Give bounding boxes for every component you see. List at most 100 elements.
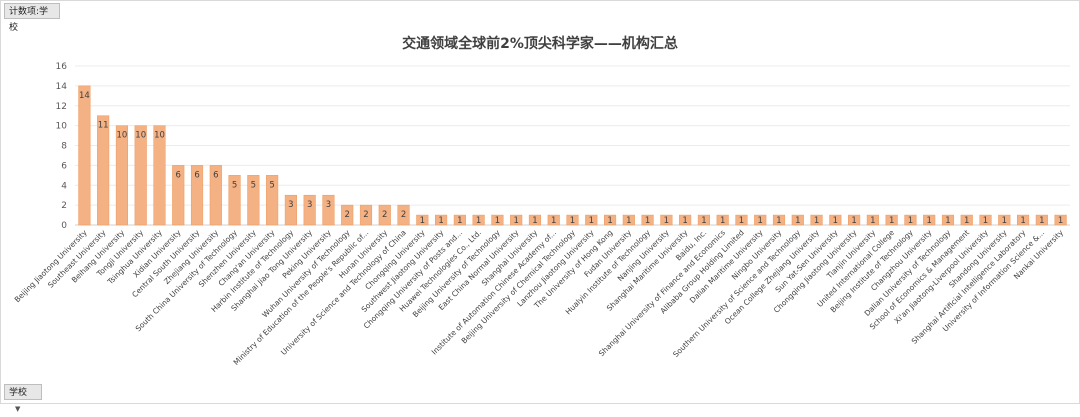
dropdown-arrow-icon[interactable]: ▼	[15, 405, 21, 413]
bar	[866, 214, 879, 226]
data-label: 2	[382, 210, 387, 220]
bar	[660, 214, 673, 226]
bar	[209, 165, 222, 226]
y-tick-label: 0	[61, 221, 67, 231]
data-label: 1	[532, 216, 537, 226]
bar	[904, 214, 917, 226]
y-tick-label: 8	[61, 142, 67, 152]
data-label: 1	[701, 216, 706, 226]
data-label: 1	[1058, 216, 1063, 226]
data-label: 1	[438, 216, 443, 226]
bar	[810, 214, 823, 226]
bar	[228, 175, 241, 226]
y-tick-label: 6	[61, 161, 67, 171]
bar	[941, 214, 955, 226]
data-label: 1	[1039, 216, 1044, 226]
data-label: 10	[135, 131, 146, 141]
data-label: 5	[269, 180, 274, 190]
bar	[885, 214, 898, 226]
data-label: 1	[851, 216, 856, 226]
bar	[960, 214, 973, 226]
bar	[284, 194, 297, 226]
data-label: 10	[154, 131, 165, 141]
category-label: Beijing Jiaotong University	[13, 228, 90, 305]
bar	[97, 115, 110, 226]
bar	[603, 214, 617, 226]
bar	[754, 214, 767, 226]
data-label: 1	[664, 216, 669, 226]
data-label: 1	[420, 216, 425, 226]
data-label: 5	[232, 180, 237, 190]
watermark-text: 交通邦	[954, 346, 1012, 369]
data-label: 1	[964, 216, 969, 226]
chart-title: 交通领域全球前2%顶尖科学家——机构汇总	[402, 36, 678, 52]
bar	[829, 214, 842, 226]
watermark: 交通邦	[930, 344, 1012, 369]
data-label: 6	[194, 170, 199, 180]
y-tick-label: 16	[56, 62, 68, 72]
bar	[453, 214, 466, 226]
pivot-value-field-button[interactable]: 计数项:学校	[4, 3, 60, 33]
data-label: 1	[870, 216, 875, 226]
data-label: 3	[288, 200, 293, 210]
bar	[566, 214, 579, 226]
bar	[341, 204, 354, 226]
bar	[435, 214, 448, 226]
data-label: 1	[758, 216, 763, 226]
y-tick-label: 12	[56, 102, 67, 112]
bar	[322, 194, 335, 226]
bar	[585, 214, 598, 226]
bar	[378, 204, 391, 226]
bar	[115, 125, 129, 226]
data-label: 1	[1020, 216, 1025, 226]
data-label: 1	[645, 216, 650, 226]
bar	[716, 214, 729, 226]
data-label: 1	[589, 216, 594, 226]
data-label: 10	[117, 131, 128, 141]
bar	[528, 214, 542, 226]
data-label: 3	[307, 200, 312, 210]
bar	[772, 214, 786, 226]
pivot-row-field-button[interactable]: 学校 ▼	[4, 384, 42, 413]
bar	[491, 214, 504, 226]
data-label: 5	[251, 180, 256, 190]
bar	[172, 165, 185, 226]
bar	[1035, 214, 1048, 226]
data-label: 1	[513, 216, 518, 226]
bar	[641, 214, 654, 226]
data-label: 2	[401, 210, 406, 220]
data-label: 1	[889, 216, 894, 226]
data-label: 3	[326, 200, 331, 210]
bar	[622, 214, 635, 226]
data-label: 1	[795, 216, 800, 226]
bar	[1054, 214, 1067, 226]
bar	[359, 204, 373, 226]
bar	[153, 125, 166, 226]
bar	[190, 165, 204, 226]
data-label: 2	[363, 210, 368, 220]
data-label: 1	[908, 216, 913, 226]
data-label: 1	[983, 216, 988, 226]
bar	[697, 214, 710, 226]
data-label: 1	[814, 216, 819, 226]
bar	[547, 214, 560, 226]
data-label: 1	[626, 216, 631, 226]
data-label: 1	[682, 216, 687, 226]
bar	[848, 214, 861, 226]
bar	[679, 214, 692, 226]
bar	[472, 214, 485, 226]
bar	[998, 214, 1011, 226]
data-label: 6	[176, 170, 181, 180]
data-label: 1	[945, 216, 950, 226]
bar	[397, 204, 410, 226]
data-label: 11	[98, 121, 109, 131]
data-label: 1	[926, 216, 931, 226]
data-label: 1	[551, 216, 556, 226]
bar	[247, 175, 260, 226]
data-label: 2	[345, 210, 350, 220]
bar	[266, 175, 279, 226]
pivot-row-field-label: 学校	[9, 388, 28, 398]
y-tick-label: 10	[56, 122, 68, 132]
data-label: 1	[495, 216, 500, 226]
data-label: 1	[720, 216, 725, 226]
